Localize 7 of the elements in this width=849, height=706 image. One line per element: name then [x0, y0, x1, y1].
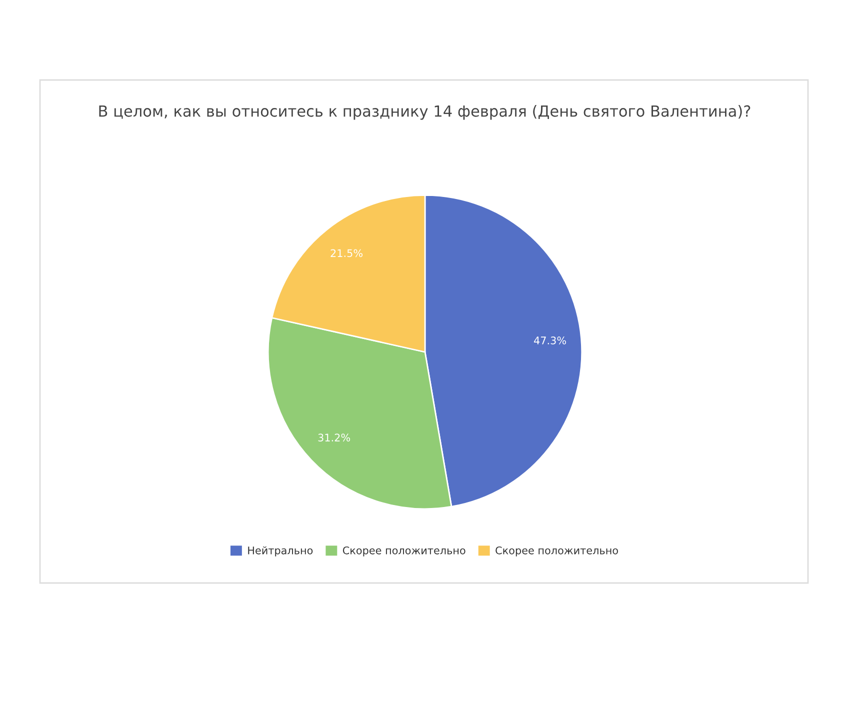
chart-title: В целом, как вы относитесь к празднику 14 февраля (День святого Валентина)? — [99, 105, 750, 120]
legend-label: Скорее положительно — [496, 546, 618, 556]
legend-label: Скорее положительно — [342, 546, 466, 556]
legend-label: Нейтрально — [248, 546, 313, 556]
data-label: 47.3% — [534, 336, 566, 344]
data-label: 21.5% — [330, 249, 363, 258]
data-label: 31.2% — [318, 434, 350, 442]
